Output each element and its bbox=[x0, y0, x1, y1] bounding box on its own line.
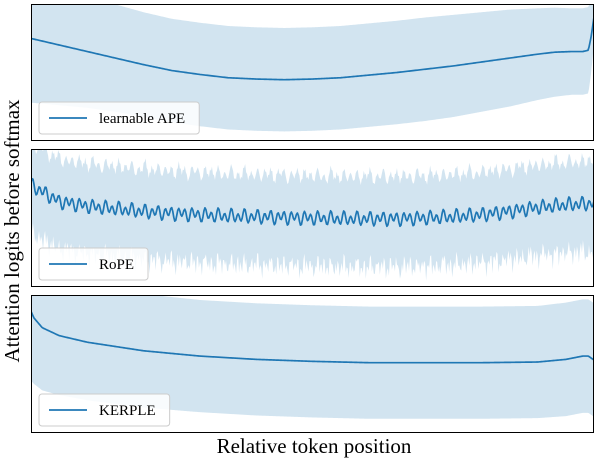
legend: RoPE bbox=[38, 247, 149, 281]
legend-label: learnable APE bbox=[99, 111, 185, 127]
std-band bbox=[31, 295, 594, 419]
panel-2: RoPE bbox=[31, 149, 594, 287]
mean-line bbox=[31, 177, 594, 228]
x-axis-label: Relative token position bbox=[217, 434, 412, 458]
y-axis-label: Attention logits before softmax bbox=[0, 99, 24, 363]
legend: learnable APE bbox=[38, 101, 200, 135]
panel-1: learnable APE bbox=[31, 4, 594, 141]
plot-area bbox=[31, 149, 594, 281]
legend-label: KERPLE bbox=[99, 403, 156, 419]
plot-area bbox=[31, 295, 594, 419]
legend-box bbox=[38, 247, 149, 281]
legend-label: RoPE bbox=[99, 257, 134, 273]
legend-box bbox=[38, 101, 200, 135]
panels: learnable APE RoPE KERPLE bbox=[31, 4, 594, 433]
panel-frame bbox=[31, 4, 594, 141]
mean-line bbox=[31, 15, 594, 81]
plot-area bbox=[31, 4, 594, 132]
panel-frame bbox=[31, 149, 594, 287]
legend: KERPLE bbox=[38, 393, 171, 427]
mean-line bbox=[31, 310, 594, 364]
panel-3: KERPLE bbox=[31, 295, 594, 433]
std-band bbox=[31, 149, 594, 281]
legend-box bbox=[38, 393, 171, 427]
std-band bbox=[31, 4, 594, 132]
panel-frame bbox=[31, 295, 594, 433]
